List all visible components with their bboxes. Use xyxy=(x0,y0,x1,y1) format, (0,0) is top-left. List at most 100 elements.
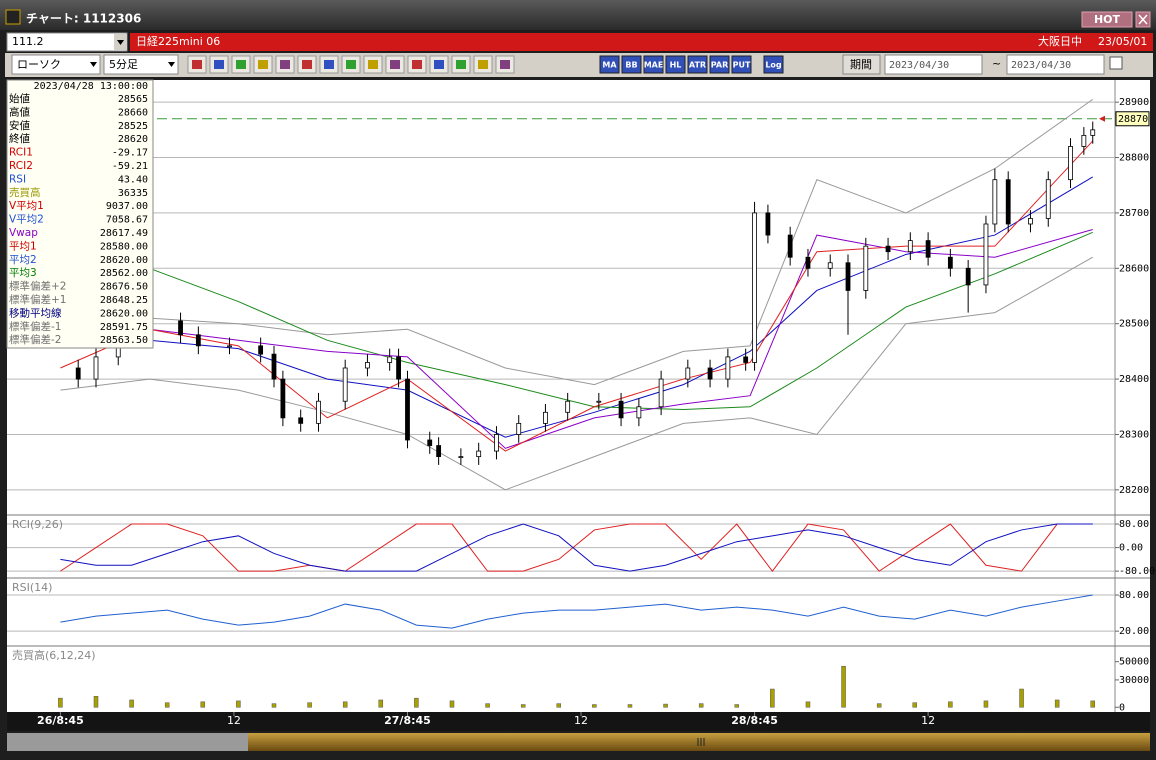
candle-body xyxy=(983,223,989,286)
tool-glyph xyxy=(346,60,356,69)
candle-body xyxy=(516,422,522,435)
y-tick-label: 28700 xyxy=(1119,208,1149,219)
candle-body xyxy=(387,356,393,363)
volume-bar xyxy=(129,699,134,708)
info-label: 平均3 xyxy=(9,267,37,279)
candle-body xyxy=(765,212,771,236)
symbol-bar xyxy=(130,33,1153,51)
candle-body xyxy=(596,400,602,403)
candle-body xyxy=(93,356,99,380)
candle-body xyxy=(258,345,264,355)
tool-button[interactable] xyxy=(709,55,730,74)
tool-label: MA xyxy=(602,61,617,70)
symbol-name: 日経225mini 06 xyxy=(136,35,220,48)
tool-glyph xyxy=(390,60,400,69)
volume-bar xyxy=(485,703,490,708)
tool-button[interactable] xyxy=(621,55,642,74)
tool-button[interactable] xyxy=(763,55,784,74)
select-arrow xyxy=(168,62,175,67)
info-label: 平均1 xyxy=(9,240,37,252)
candle-body xyxy=(342,367,348,402)
interval-select[interactable] xyxy=(103,54,179,75)
toolbar-icons: MA BB MAE HL ATR PAR PUT Log xyxy=(187,55,784,74)
volume-bar xyxy=(1019,688,1024,708)
to-date: 2023/04/30 xyxy=(1011,60,1071,71)
tool-glyph xyxy=(456,60,466,69)
candle-body xyxy=(298,417,304,424)
candle-body xyxy=(707,367,713,380)
tool-label: PUT xyxy=(733,61,751,70)
y-tick-label: 28400 xyxy=(1119,374,1149,385)
checkbox[interactable] xyxy=(1109,56,1123,70)
candle-body xyxy=(863,245,869,291)
info-value: 9037.00 xyxy=(106,201,148,212)
y-tick-label: 0 xyxy=(1119,702,1125,713)
indicator-line xyxy=(60,523,1093,572)
info-datetime: 2023/04/28 13:00:00 xyxy=(34,81,148,92)
scroll-thumb[interactable] xyxy=(248,733,1150,751)
pane-title: RCI(9,26) xyxy=(12,518,63,531)
info-value: 7058.67 xyxy=(106,215,148,226)
candle-body xyxy=(494,434,499,452)
tool-glyph xyxy=(280,60,290,69)
chart-type-select[interactable] xyxy=(11,54,101,75)
x-axis-strip xyxy=(7,712,1150,731)
close-icon xyxy=(1138,14,1148,25)
info-label: 安値 xyxy=(9,119,30,132)
y-tick-label: 28900 xyxy=(1119,97,1149,108)
tool-button[interactable] xyxy=(731,55,752,74)
info-value: 28591.75 xyxy=(100,322,148,333)
info-label: 高値 xyxy=(9,105,30,118)
scroll-grip xyxy=(697,738,705,746)
tool-button[interactable] xyxy=(643,55,664,74)
info-value: 28620.00 xyxy=(100,308,148,319)
period-button[interactable] xyxy=(842,54,881,75)
hot-label: HOT xyxy=(1094,13,1121,26)
info-label: 標準偏差+2 xyxy=(9,280,66,293)
pane-title: RSI(14) xyxy=(12,581,52,594)
volume-bar xyxy=(841,665,846,708)
from-date-box[interactable] xyxy=(884,54,983,75)
tool-glyph xyxy=(258,60,268,69)
candle-body xyxy=(1068,146,1073,181)
marker-box xyxy=(1115,111,1150,127)
x-axis: 26/8:45 12 27/8:45 12 28/8:45 12 xyxy=(37,712,935,727)
info-value: 28562.00 xyxy=(100,268,148,279)
info-value: 28563.50 xyxy=(100,335,148,346)
info-value: 28565 xyxy=(118,94,148,105)
y-tick-label: 80.00 xyxy=(1119,590,1149,601)
pane-title: 売買高(6,12,24) xyxy=(12,648,96,662)
to-date-box[interactable] xyxy=(1006,54,1105,75)
info-label: Vwap xyxy=(9,227,38,239)
info-value: 28620.00 xyxy=(100,255,148,266)
info-label: 標準偏差-2 xyxy=(9,333,61,346)
info-value: 28620 xyxy=(118,134,148,145)
volume-bar xyxy=(663,703,668,708)
candle-body xyxy=(947,256,953,269)
indicator-line xyxy=(60,523,1093,572)
candle-body xyxy=(543,411,548,424)
y-tick-label: -80.00 xyxy=(1119,566,1155,577)
charts: 28200 28300 28400 28500 28600 28700 28800 28900… xyxy=(7,97,1155,713)
candle-body xyxy=(271,353,277,380)
candle-body xyxy=(907,240,913,253)
volume-bar xyxy=(271,703,277,708)
candle-body xyxy=(280,378,286,419)
info-value: -29.17 xyxy=(112,148,148,159)
info-label: 平均2 xyxy=(9,254,37,266)
hot-button[interactable] xyxy=(1081,11,1133,28)
chart-type: ローソク xyxy=(17,58,61,71)
y-tick-label: 28200 xyxy=(1119,485,1149,496)
volume-bar xyxy=(983,700,989,708)
candle-body xyxy=(195,334,201,347)
dropdown-arrow xyxy=(117,40,124,45)
tool-button[interactable] xyxy=(665,55,686,74)
tool-label: MAE xyxy=(644,61,664,70)
candle-body xyxy=(365,362,370,369)
candle-body xyxy=(885,245,891,253)
volume-bar xyxy=(1090,700,1096,708)
tool-button[interactable] xyxy=(687,55,708,74)
tool-button[interactable] xyxy=(599,55,620,74)
volume-bar xyxy=(948,701,953,708)
